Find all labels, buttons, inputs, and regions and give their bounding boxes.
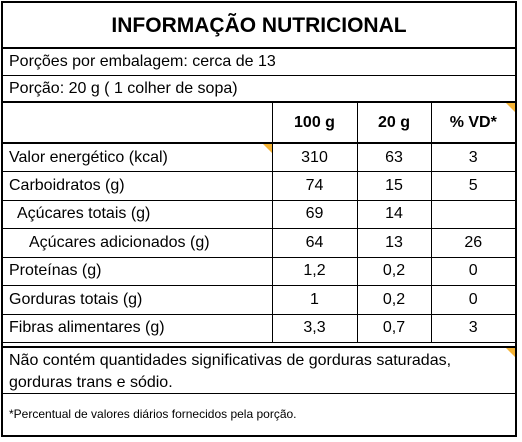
nutrient-name: Carboidratos (g) [3,171,273,201]
table-header-row: 100 g 20 g % VD* [3,103,515,144]
nutrition-facts-label: INFORMAÇÃO NUTRICIONAL Porções por embal… [1,1,517,437]
value-daily: 26 [430,228,515,258]
header-daily-value-text: % VD* [449,113,497,131]
value-per-portion: 0,2 [356,285,432,315]
value-daily: 0 [430,256,515,286]
not-significant-note-text: Não contém quantidades significativas de… [9,352,452,391]
table-row: Fibras alimentares (g) 3,3 0,7 3 [3,313,515,343]
header-per-100g: 100 g [271,103,358,144]
nutrition-table: 100 g 20 g % VD* Valor energético (kcal)… [3,103,515,343]
value-daily: 0 [430,285,515,315]
value-per-100g: 1 [271,285,358,315]
value-per-100g: 64 [271,228,358,258]
value-daily [430,199,515,229]
servings-per-package: Porções por embalagem: cerca de 13 [3,49,515,76]
value-per-portion: 63 [356,142,432,172]
table-row: Gorduras totais (g) 1 0,2 0 [3,285,515,315]
value-daily: 5 [430,171,515,201]
value-per-100g: 69 [271,199,358,229]
daily-value-footnote: *Percentual de valores diários fornecido… [9,407,297,421]
corner-triangle-icon [506,348,515,357]
value-per-100g: 1,2 [271,256,358,286]
serving-size: Porção: 20 g ( 1 colher de sopa) [3,76,515,103]
value-per-100g: 3,3 [271,313,358,343]
value-per-portion: 15 [356,171,432,201]
header-daily-value: % VD* [430,103,515,144]
table-row: Valor energético (kcal) 310 63 3 [3,142,515,172]
value-per-portion: 0,7 [356,313,432,343]
table-row: Carboidratos (g) 74 15 5 [3,171,515,201]
not-significant-note: Não contém quantidades significativas de… [3,346,515,394]
corner-triangle-icon [262,144,272,153]
table-row: Proteínas (g) 1,2 0,2 0 [3,256,515,286]
nutrient-name: Proteínas (g) [3,256,273,286]
value-daily: 3 [430,142,515,172]
corner-triangle-icon [506,103,515,112]
table-row: Açúcares totais (g) 69 14 [3,199,515,229]
nutrient-name: Fibras alimentares (g) [3,313,273,343]
value-per-100g: 74 [271,171,358,201]
nutrient-name: Valor energético (kcal) [3,142,273,172]
value-per-portion: 14 [356,199,432,229]
label-title: INFORMAÇÃO NUTRICIONAL [3,3,515,49]
nutrient-name: Gorduras totais (g) [3,285,273,315]
table-row: Açúcares adicionados (g) 64 13 26 [3,228,515,258]
header-nutrient [3,103,273,144]
header-per-portion: 20 g [356,103,432,144]
value-per-100g: 310 [271,142,358,172]
nutrient-name: Açúcares adicionados (g) [3,228,273,258]
value-daily: 3 [430,313,515,343]
nutrient-name: Açúcares totais (g) [3,199,273,229]
value-per-portion: 0,2 [356,256,432,286]
value-per-portion: 13 [356,228,432,258]
nutrient-name-text: Valor energético (kcal) [9,148,168,166]
